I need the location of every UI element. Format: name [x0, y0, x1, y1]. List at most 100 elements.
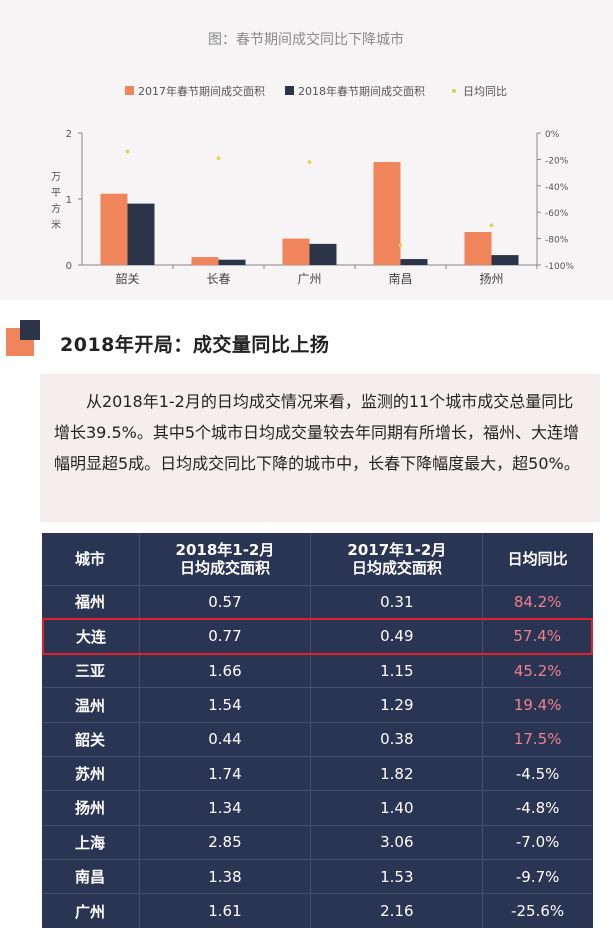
x-tick-label: 扬州 [479, 271, 503, 286]
chart-title: 图：春节期间成交同比下降城市 [208, 31, 404, 48]
section-decoration-navy [20, 320, 40, 340]
cell-2017: 1.53 [310, 858, 484, 894]
table-row: 苏州 1.74 1.82 -4.5% [43, 755, 592, 791]
cell-2017: 2.16 [310, 893, 484, 928]
cell-city: 上海 [43, 824, 140, 860]
legend-swatch [285, 86, 294, 95]
legend-label: 2018年春节期间成交面积 [298, 84, 425, 98]
x-tick-label: 韶关 [115, 271, 139, 286]
y-axis-label: 平 [51, 188, 61, 199]
y2-tick-label: -40% [545, 183, 569, 193]
cell-2018: 0.77 [139, 618, 312, 655]
cell-2018: 1.61 [139, 893, 312, 928]
y-tick-label: 0 [66, 261, 72, 272]
header-line: 2017年1-2月 [347, 540, 447, 559]
x-tick-label: 长春 [206, 272, 230, 286]
table-row: 上海 2.85 3.06 -7.0% [43, 824, 592, 860]
cell-yoy: 19.4% [482, 687, 592, 723]
y2-tick-label: -60% [545, 209, 569, 219]
table-row: 三亚 1.66 1.15 45.2% [43, 653, 592, 688]
scatter-point [307, 160, 312, 164]
table-body: 福州 0.57 0.31 84.2% 大连 0.77 0.49 57.4% 三亚 1.66 1.15… [42, 584, 594, 928]
cell-yoy: 57.4% [482, 618, 594, 655]
cell-yoy: 84.2% [482, 584, 592, 620]
summary-box: 从2018年1-2月的日均成交情况来看，监测的11个城市成交总量同比增长39.5… [40, 374, 600, 522]
cell-city: 广州 [43, 893, 140, 928]
cell-yoy: 17.5% [482, 721, 592, 757]
table-header-row: 城市 2018年1-2月 日均成交面积 2017年1-2月 日均成交面积 日均同比 [43, 533, 592, 585]
section-header [0, 318, 613, 366]
cell-yoy: -4.8% [482, 790, 592, 826]
cell-2018: 1.54 [139, 687, 312, 723]
cell-2018: 1.74 [139, 755, 312, 791]
cell-2017: 0.38 [310, 721, 484, 757]
header-line: 日均同比 [507, 549, 568, 568]
bar [282, 238, 310, 265]
cell-city: 扬州 [43, 790, 140, 826]
cell-2017: 3.06 [310, 824, 484, 860]
bar [127, 203, 155, 265]
header-line: 日均成交面积 [351, 558, 442, 577]
table-row: 大连 0.77 0.49 57.4% [42, 618, 594, 655]
bar [464, 232, 492, 265]
y-tick-label: 1 [66, 195, 72, 206]
x-tick-label: 广州 [297, 272, 321, 286]
cell-2017: 1.29 [310, 687, 484, 723]
cell-city: 苏州 [43, 755, 140, 791]
cell-city: 韶关 [43, 721, 140, 757]
bar [491, 255, 519, 265]
scatter-point [125, 149, 130, 154]
cell-2018: 2.85 [139, 824, 312, 860]
cell-city: 大连 [42, 618, 140, 655]
header-line: 日均成交面积 [179, 558, 270, 577]
city-data-table: 城市 2018年1-2月 日均成交面积 2017年1-2月 日均成交面积 日均同比 … [42, 533, 594, 928]
cell-2018: 0.57 [139, 584, 312, 620]
legend-swatch [452, 89, 456, 93]
table-row: 广州 1.61 2.16 -25.6% [43, 893, 592, 928]
cell-yoy: 45.2% [482, 653, 592, 688]
bar-chart: 图：春节期间成交同比下降城市 2017年春节期间成交面积 2018年春节期间成交面积… [51, 31, 574, 286]
cell-2017: 1.40 [310, 790, 484, 826]
bar [100, 193, 128, 265]
cell-yoy: -25.6% [482, 893, 592, 928]
cell-2017: 0.31 [310, 584, 484, 620]
cell-2018: 1.38 [139, 858, 312, 894]
cell-2018: 1.34 [139, 790, 312, 826]
chart-panel: 图：春节期间成交同比下降城市 2017年春节期间成交面积 2018年春节期间成交面积… [0, 0, 613, 300]
cell-city: 三亚 [43, 653, 140, 688]
scatter-point [216, 156, 221, 160]
header-2018: 2018年1-2月 日均成交面积 [139, 533, 312, 585]
legend-label: 2017年春节期间成交面积 [138, 84, 265, 98]
header-city: 城市 [43, 533, 140, 585]
header-line: 城市 [75, 549, 106, 568]
bar [218, 259, 246, 265]
cell-yoy: -7.0% [482, 824, 592, 860]
table-row: 扬州 1.34 1.40 -4.8% [43, 790, 592, 826]
bar [373, 162, 401, 265]
cell-2018: 1.66 [139, 653, 312, 688]
header-line: 2018年1-2月 [175, 540, 275, 559]
cell-city: 南昌 [43, 858, 140, 894]
table-row: 韶关 0.44 0.38 17.5% [43, 721, 592, 757]
y-tick-label: 2 [66, 129, 72, 140]
bar [191, 257, 219, 265]
cell-yoy: -9.7% [482, 858, 592, 894]
legend-swatch [125, 86, 134, 95]
bar [309, 243, 337, 265]
cell-2017: 0.49 [310, 618, 484, 655]
y2-tick-label: -20% [545, 156, 569, 166]
table-row: 南昌 1.38 1.53 -9.7% [43, 858, 592, 894]
y2-tick-label: -100% [545, 262, 574, 272]
header-yoy: 日均同比 [483, 533, 592, 585]
y2-tick-label: 0% [545, 130, 560, 140]
x-tick-label: 南昌 [388, 271, 412, 286]
y-axis-label: 米 [51, 218, 61, 231]
header-2017: 2017年1-2月 日均成交面积 [310, 533, 484, 585]
cell-2017: 1.15 [310, 653, 484, 688]
y2-tick-label: -80% [545, 236, 569, 246]
table-row: 福州 0.57 0.31 84.2% [43, 584, 592, 620]
section-title: 2018年开局：成交量同比上扬 [60, 334, 330, 356]
cell-yoy: -4.5% [482, 755, 592, 791]
scatter-point [398, 243, 403, 247]
summary-paragraph: 从2018年1-2月的日均成交情况来看，监测的11个城市成交总量同比增长39.5… [54, 392, 580, 473]
